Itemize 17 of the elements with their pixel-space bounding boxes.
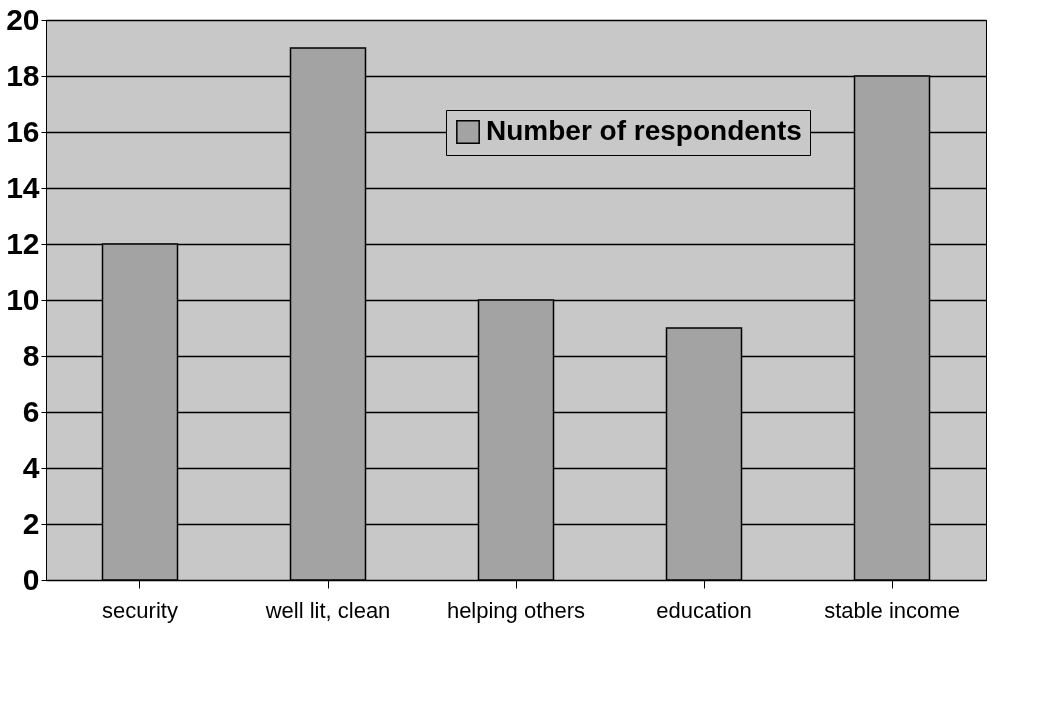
y-tick-label: 12: [6, 226, 40, 260]
y-tick-label: 6: [22, 394, 40, 428]
y-tick-label: 0: [22, 562, 40, 596]
y-tick-label: 18: [6, 58, 40, 92]
legend-label: Number of respondents: [486, 115, 802, 146]
y-tick-label: 16: [6, 114, 40, 148]
y-tick-label: 14: [6, 170, 40, 204]
x-tick-label: helping others: [446, 597, 586, 623]
y-tick-label: 10: [6, 282, 40, 316]
y-tick-label: 8: [22, 338, 40, 372]
x-tick-label: education: [656, 597, 752, 623]
x-tick-label: well lit, clean: [264, 597, 391, 623]
y-tick-label: 4: [22, 450, 40, 484]
x-tick-label: security: [102, 597, 178, 623]
y-tick-label: 2: [22, 506, 40, 540]
y-tick-label: 20: [6, 2, 40, 36]
x-tick-label: stable income: [824, 597, 960, 623]
